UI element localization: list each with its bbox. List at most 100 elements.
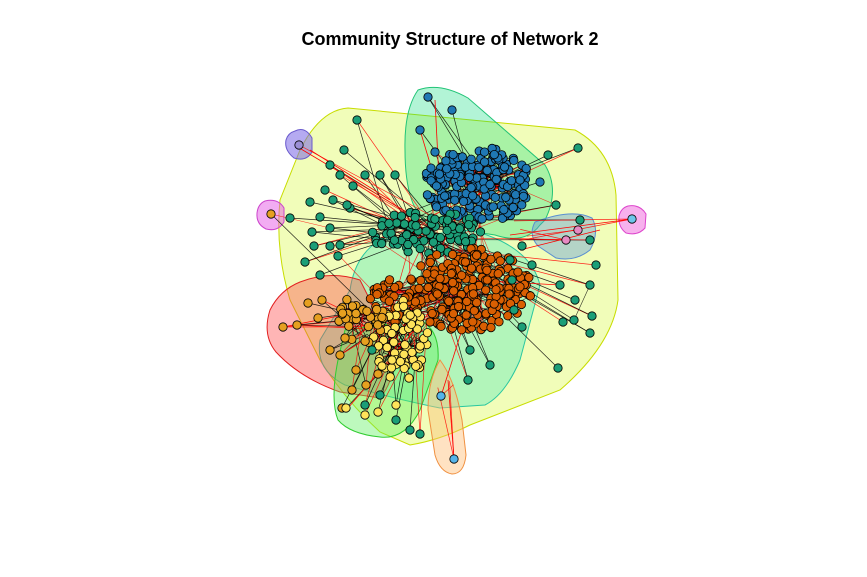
node-yellow — [373, 341, 384, 351]
node-dark-orange — [468, 289, 478, 299]
node-dark-orange — [495, 256, 505, 266]
node-blue — [510, 190, 521, 200]
node-yellow — [400, 340, 410, 350]
node-teal — [527, 260, 537, 270]
node-teal — [428, 237, 438, 247]
edge — [296, 324, 349, 327]
node-dark-orange — [422, 269, 432, 279]
node-blue — [518, 191, 529, 201]
node-orange — [325, 345, 335, 355]
node-dark-orange — [515, 282, 525, 292]
node-yellow — [391, 400, 401, 410]
node-dark-orange — [462, 296, 472, 307]
node-orange — [373, 369, 383, 379]
node-yellow — [385, 372, 395, 382]
node-teal — [517, 322, 527, 332]
edge — [309, 149, 391, 201]
node-light-blue — [436, 391, 446, 401]
edge — [520, 229, 567, 241]
node-teal — [333, 251, 343, 261]
node-blue — [499, 205, 509, 215]
node-dark-orange — [416, 275, 426, 285]
node-teal — [569, 315, 579, 325]
node-blue — [477, 214, 487, 224]
node-teal — [389, 235, 399, 245]
node-blue — [450, 195, 460, 205]
node-teal — [517, 241, 527, 251]
node-teal — [435, 233, 445, 243]
edge — [573, 284, 591, 321]
node-dark-orange — [444, 296, 454, 306]
node-blue — [423, 92, 433, 102]
node-dark-orange — [390, 282, 400, 292]
node-teal — [305, 197, 315, 207]
node-teal — [390, 170, 400, 180]
node-blue — [426, 163, 436, 173]
node-dark-orange — [416, 261, 426, 271]
node-orange — [344, 321, 354, 331]
node-teal — [591, 260, 601, 270]
node-blue — [517, 200, 527, 210]
node-teal — [455, 224, 465, 234]
edge — [344, 314, 370, 339]
node-teal — [573, 143, 583, 153]
node-steel-blue — [561, 235, 571, 245]
node-teal — [460, 237, 471, 247]
node-teal — [587, 311, 597, 321]
node-teal — [402, 230, 412, 240]
node-dark-orange — [457, 270, 467, 280]
node-blue — [482, 165, 492, 176]
node-blue — [442, 164, 452, 174]
node-teal — [328, 195, 338, 205]
node-yellow — [373, 407, 383, 417]
node-dark-orange — [503, 311, 513, 321]
node-dark-orange — [448, 277, 458, 288]
node-blue — [430, 147, 440, 157]
node-orange — [335, 350, 345, 360]
node-teal — [335, 170, 345, 180]
node-yellow — [398, 301, 409, 311]
node-dark-orange — [453, 301, 464, 312]
node-blue — [490, 192, 500, 202]
node-teal — [367, 345, 377, 355]
node-dark-orange — [372, 289, 382, 299]
node-orange — [351, 308, 361, 319]
node-sky-pink — [627, 214, 637, 224]
edge — [526, 229, 579, 237]
node-yellow — [386, 363, 397, 373]
node-dark-orange — [493, 269, 503, 279]
node-teal — [553, 363, 563, 373]
node-yellow — [341, 403, 351, 413]
node-orange — [337, 308, 348, 318]
edge — [394, 174, 431, 218]
node-yellow — [404, 373, 414, 383]
node-dark-orange — [513, 267, 523, 277]
node-teal — [442, 215, 453, 225]
edge — [509, 238, 567, 241]
node-dark-orange — [446, 269, 456, 279]
edge — [384, 298, 420, 350]
node-orange — [373, 320, 383, 330]
node-yellow — [399, 349, 409, 359]
node-teal — [430, 214, 440, 224]
node-teal — [325, 241, 335, 251]
node-teal — [543, 150, 553, 160]
node-dark-orange — [384, 296, 394, 306]
node-teal — [335, 240, 345, 250]
node-teal — [377, 239, 387, 249]
node-dark-orange — [491, 285, 501, 295]
node-yellow — [389, 337, 399, 347]
node-light-blue — [449, 454, 459, 464]
node-orange — [360, 336, 370, 346]
node-purple — [294, 140, 304, 150]
node-dark-orange — [494, 317, 504, 327]
node-teal — [375, 170, 385, 180]
node-blue — [448, 150, 458, 160]
node-blue — [501, 192, 511, 202]
node-orange — [372, 304, 382, 314]
edge — [513, 218, 633, 222]
node-dark-orange — [432, 250, 442, 260]
edge — [270, 213, 331, 229]
node-teal — [348, 181, 358, 191]
node-dark-orange — [436, 321, 446, 331]
